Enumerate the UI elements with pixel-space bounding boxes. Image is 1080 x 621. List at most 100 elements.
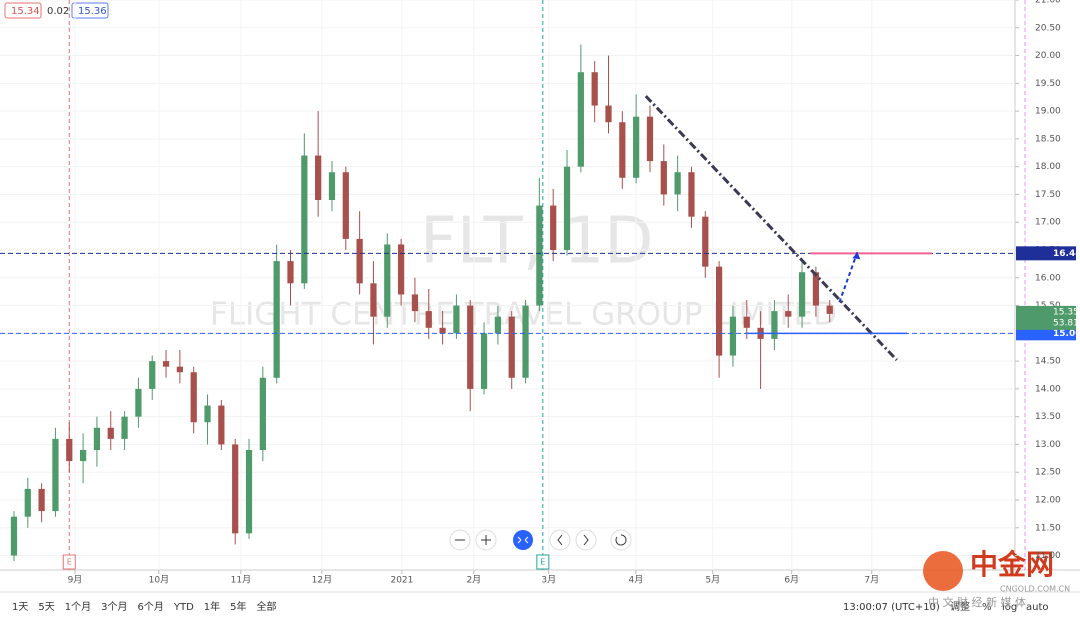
legend-close: 15.36 bbox=[78, 6, 107, 17]
candle-body bbox=[633, 116, 640, 178]
price-label: 15.00 bbox=[1053, 329, 1080, 339]
candle-body bbox=[273, 261, 280, 378]
price-label-box bbox=[1016, 246, 1076, 261]
logo-sub: 中 文 财 经 新 媒 体 bbox=[928, 595, 1026, 609]
event-label: E bbox=[67, 558, 72, 567]
icon bbox=[517, 536, 529, 544]
y-tick-label: 13.50 bbox=[1035, 412, 1061, 422]
range-button[interactable]: 全部 bbox=[257, 600, 277, 613]
range-button[interactable]: 1个月 bbox=[65, 601, 91, 613]
event-marker bbox=[62, 554, 76, 570]
candle-body bbox=[550, 205, 557, 250]
candle-body bbox=[190, 372, 197, 423]
candle-body bbox=[660, 161, 667, 195]
x-tick-label: 7月 bbox=[864, 575, 879, 586]
candle-body bbox=[79, 450, 87, 462]
logo-url: CNGOLD.COM.CN bbox=[1000, 585, 1070, 594]
candle-body bbox=[826, 305, 833, 314]
x-tick-label: 2021 bbox=[390, 576, 413, 586]
time: 13:00:07 (UTC+10) bbox=[843, 602, 940, 613]
legend-box bbox=[4, 2, 42, 19]
candle-body bbox=[674, 172, 681, 195]
y-tick-label: 14.50 bbox=[1035, 357, 1061, 367]
candle-body bbox=[771, 311, 778, 339]
candle-body bbox=[107, 427, 114, 439]
x-tick-label: 4月 bbox=[629, 575, 644, 586]
candle-body bbox=[785, 311, 792, 317]
candle-body bbox=[245, 450, 253, 534]
candle-body bbox=[24, 488, 31, 517]
scroll-left[interactable] bbox=[549, 529, 571, 551]
candle-body bbox=[93, 427, 101, 450]
candle-body bbox=[798, 272, 806, 317]
y-tick-label: 18.00 bbox=[1035, 162, 1061, 172]
y-tick-label: 11.00 bbox=[1035, 551, 1061, 561]
candle-body bbox=[384, 244, 391, 317]
y-tick-label: 13.00 bbox=[1035, 440, 1061, 450]
range-button[interactable]: 5天 bbox=[38, 602, 54, 613]
reset-scale[interactable] bbox=[513, 530, 533, 550]
y-tick-label: 11.50 bbox=[1035, 523, 1061, 533]
range-button[interactable]: 5年 bbox=[230, 600, 246, 613]
y-tick-label: 18.50 bbox=[1035, 134, 1061, 144]
candle-body bbox=[522, 305, 529, 378]
reset[interactable] bbox=[610, 529, 632, 551]
x-tick-label: 11月 bbox=[231, 575, 251, 586]
y-tick-label: 20.00 bbox=[1035, 51, 1061, 61]
candle-body bbox=[439, 327, 446, 334]
candle-body bbox=[10, 516, 18, 556]
nav-buttons[interactable] bbox=[449, 529, 632, 551]
candle-body bbox=[259, 377, 266, 450]
x-tick-label: 2月 bbox=[466, 575, 481, 586]
candle-body bbox=[494, 316, 502, 334]
candle-body bbox=[563, 166, 571, 250]
range-button[interactable]: 6个月 bbox=[138, 601, 164, 613]
candle-body bbox=[52, 438, 59, 512]
candle-body bbox=[315, 155, 322, 200]
candle-body bbox=[688, 172, 695, 217]
range-button[interactable]: 1天 bbox=[12, 602, 28, 613]
candle-body bbox=[702, 216, 709, 267]
candle-body bbox=[716, 266, 723, 356]
auto[interactable]: auto bbox=[1026, 602, 1049, 613]
percent[interactable]: % bbox=[982, 602, 992, 613]
candle-body bbox=[38, 488, 45, 512]
y-tick-label: 20.50 bbox=[1035, 23, 1061, 33]
candle-body bbox=[729, 316, 737, 356]
icon bbox=[557, 534, 563, 546]
range-button[interactable]: 3个月 bbox=[101, 601, 127, 613]
adjust[interactable]: 调整 bbox=[950, 600, 970, 613]
range-button[interactable]: 1年 bbox=[204, 600, 220, 613]
y-tick-label: 19.50 bbox=[1035, 79, 1061, 89]
range-button[interactable]: YTD bbox=[173, 602, 194, 613]
icon bbox=[615, 534, 627, 546]
candle-body bbox=[162, 361, 170, 367]
logo: 中金网 bbox=[970, 548, 1054, 581]
candle-body bbox=[135, 388, 142, 417]
x-tick-label: 10月 bbox=[149, 575, 169, 586]
candle-body bbox=[425, 311, 432, 328]
y-tick-label: 14.00 bbox=[1035, 384, 1061, 394]
candle-body bbox=[411, 294, 419, 312]
log[interactable]: log bbox=[1002, 602, 1017, 613]
candle-body bbox=[287, 261, 294, 284]
candle-body bbox=[370, 283, 377, 317]
candle-body bbox=[301, 155, 308, 284]
candle-body bbox=[508, 316, 515, 378]
y-tick-label: 17.00 bbox=[1035, 218, 1061, 228]
x-tick-label: 3月 bbox=[541, 575, 556, 586]
candle-body bbox=[121, 416, 128, 439]
scroll-right[interactable] bbox=[575, 529, 597, 551]
last-percent: 53.81% bbox=[1053, 318, 1080, 328]
candle-body bbox=[176, 366, 183, 373]
last-price-box bbox=[1016, 305, 1076, 330]
candle-body bbox=[218, 405, 225, 445]
logo-icon bbox=[923, 551, 963, 591]
candle-body bbox=[356, 238, 363, 284]
candle-body bbox=[328, 172, 336, 200]
candle-body bbox=[204, 405, 211, 423]
legend-change: 0.02 bbox=[47, 6, 69, 17]
candle-body bbox=[591, 72, 598, 106]
